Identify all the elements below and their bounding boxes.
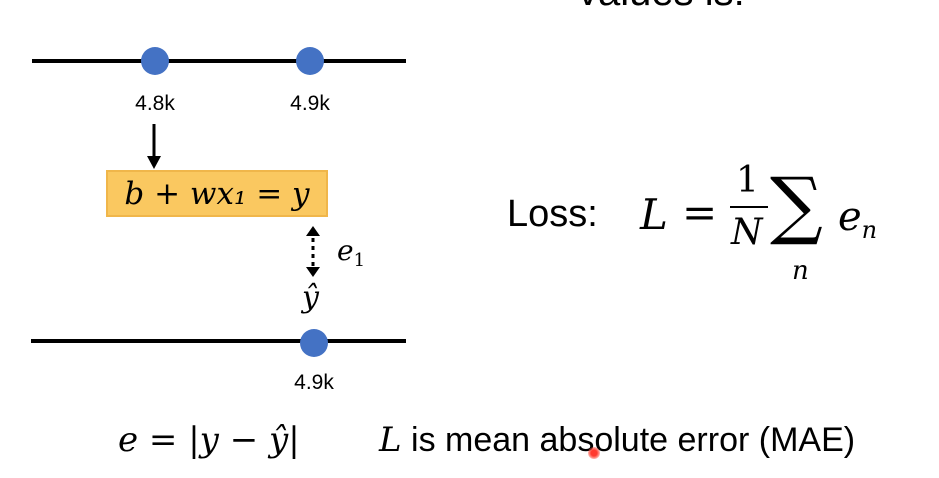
model-formula-box: b + wx₁ = y bbox=[106, 170, 328, 217]
error-label: e1 bbox=[337, 234, 366, 271]
fraction-denominator: N bbox=[731, 212, 763, 253]
mae-description: L is mean absolute error (MAE) bbox=[379, 420, 856, 460]
sum-index: n bbox=[792, 256, 809, 286]
top-axis-label-1: 4.8k bbox=[135, 92, 175, 115]
dotted-double-arrow-icon bbox=[306, 226, 320, 277]
fraction-bar bbox=[730, 206, 768, 208]
error-definition: e = |y − ŷ| bbox=[118, 420, 300, 460]
top-axis-line bbox=[32, 59, 406, 63]
bottom-axis-point bbox=[300, 329, 328, 357]
loss-symbol: L bbox=[640, 190, 668, 239]
fraction-numerator: 1 bbox=[736, 160, 759, 201]
sum-term: en bbox=[838, 194, 878, 244]
y-hat-label: ŷ bbox=[302, 280, 319, 315]
top-axis-label-2: 4.9k bbox=[290, 92, 330, 115]
down-arrow-icon bbox=[147, 124, 161, 169]
top-axis-point-1 bbox=[141, 47, 169, 75]
laser-pointer-icon bbox=[588, 447, 600, 459]
slide-top-text: values is: bbox=[578, 0, 745, 15]
top-axis-point-2 bbox=[296, 47, 324, 75]
loss-label: Loss: bbox=[507, 193, 598, 235]
loss-equals: = bbox=[682, 188, 718, 237]
sum-icon: ∑ bbox=[770, 162, 823, 248]
bottom-axis-label: 4.9k bbox=[294, 371, 334, 394]
bottom-axis-line bbox=[31, 339, 406, 343]
